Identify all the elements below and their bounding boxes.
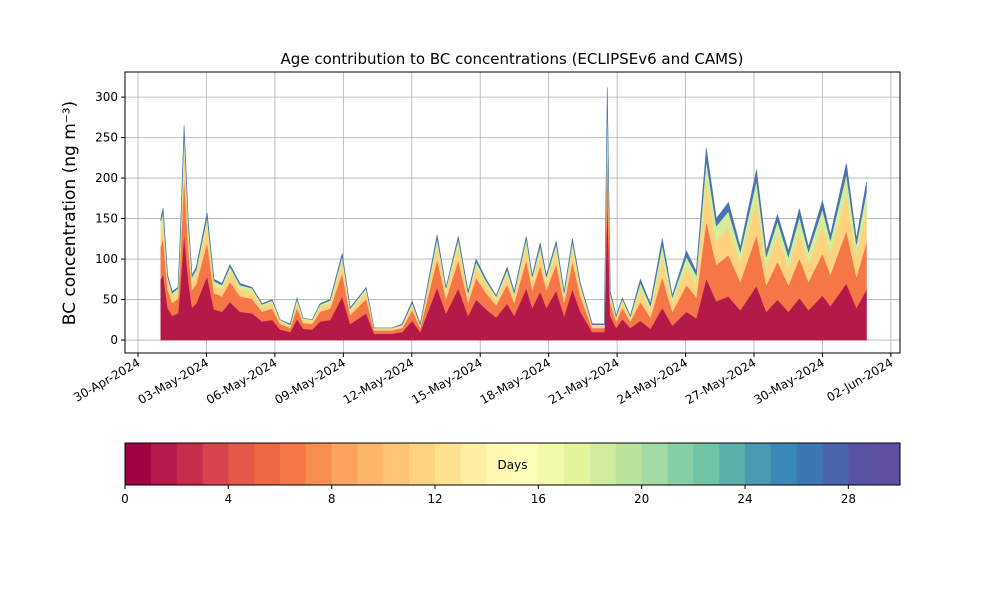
colorbar-tick-label: 16 <box>531 492 546 506</box>
colorbar-cell <box>564 443 591 485</box>
colorbar-cell <box>254 443 281 485</box>
colorbar-cell <box>590 443 617 485</box>
y-tick-label: 0 <box>110 333 118 347</box>
colorbar-tick-label: 8 <box>328 492 336 506</box>
colorbar-cell <box>280 443 307 485</box>
colorbar-cell <box>641 443 668 485</box>
colorbar-cell <box>538 443 565 485</box>
colorbar-cell <box>331 443 358 485</box>
x-tick-label: 24-May-2024 <box>615 355 690 407</box>
plot-frame <box>124 71 901 354</box>
colorbar-cell <box>202 443 229 485</box>
x-tick-label: 18-May-2024 <box>478 355 553 407</box>
colorbar-cell <box>228 443 255 485</box>
colorbar-cell <box>357 443 384 485</box>
colorbar-cell <box>822 443 849 485</box>
x-tick-label: 06-May-2024 <box>204 355 279 407</box>
colorbar-cell <box>486 443 513 485</box>
colorbar-cell <box>176 443 203 485</box>
colorbar-tick-label: 24 <box>737 492 752 506</box>
x-tick-label: 30-May-2024 <box>751 355 826 407</box>
x-tick-label: 09-May-2024 <box>272 355 347 407</box>
colorbar-cell <box>615 443 643 485</box>
area-layer <box>160 87 867 329</box>
colorbar-cell <box>150 443 178 485</box>
colorbar-cell <box>745 443 772 485</box>
x-tick-label: 27-May-2024 <box>683 355 758 407</box>
colorbar-cell <box>667 443 694 485</box>
y-tick-label: 200 <box>95 171 118 185</box>
y-axis-label: BC concentration (ng m⁻³) <box>60 101 80 325</box>
colorbar-cell <box>770 443 798 485</box>
colorbar-cell <box>435 443 462 485</box>
y-tick-label: 100 <box>95 252 118 266</box>
colorbar-cell <box>383 443 410 485</box>
y-tick-label: 50 <box>103 293 118 307</box>
colorbar-cell <box>693 443 720 485</box>
colorbar-tick-label: 20 <box>634 492 649 506</box>
y-tick-label: 250 <box>95 131 118 145</box>
colorbar-frame <box>124 442 901 486</box>
colorbar-tick-label: 4 <box>225 492 233 506</box>
x-tick-label: 03-May-2024 <box>135 355 210 407</box>
x-tick-label: 12-May-2024 <box>341 355 416 407</box>
colorbar-cell <box>848 443 875 485</box>
colorbar-label: Days <box>498 458 528 472</box>
colorbar-tick-label: 0 <box>121 492 129 506</box>
colorbar-cell <box>460 443 488 485</box>
colorbar-cell <box>719 443 746 485</box>
colorbar-cell <box>409 443 436 485</box>
colorbar-tick-label: 12 <box>427 492 442 506</box>
chart-title: Age contribution to BC concentrations (E… <box>281 50 744 68</box>
x-tick-label: 21-May-2024 <box>546 355 621 407</box>
colorbar-cell <box>512 443 539 485</box>
colorbar-cell <box>305 443 333 485</box>
x-tick-label: 15-May-2024 <box>409 355 484 407</box>
x-tick-label: 02-Jun-2024 <box>824 355 895 404</box>
y-tick-label: 150 <box>95 212 118 226</box>
x-tick-label: 30-Apr-2024 <box>71 355 142 404</box>
colorbar-cell <box>796 443 823 485</box>
colorbar-cell <box>874 443 901 485</box>
colorbar-tick-label: 28 <box>841 492 856 506</box>
colorbar-cell <box>125 443 152 485</box>
y-tick-label: 300 <box>95 90 118 104</box>
